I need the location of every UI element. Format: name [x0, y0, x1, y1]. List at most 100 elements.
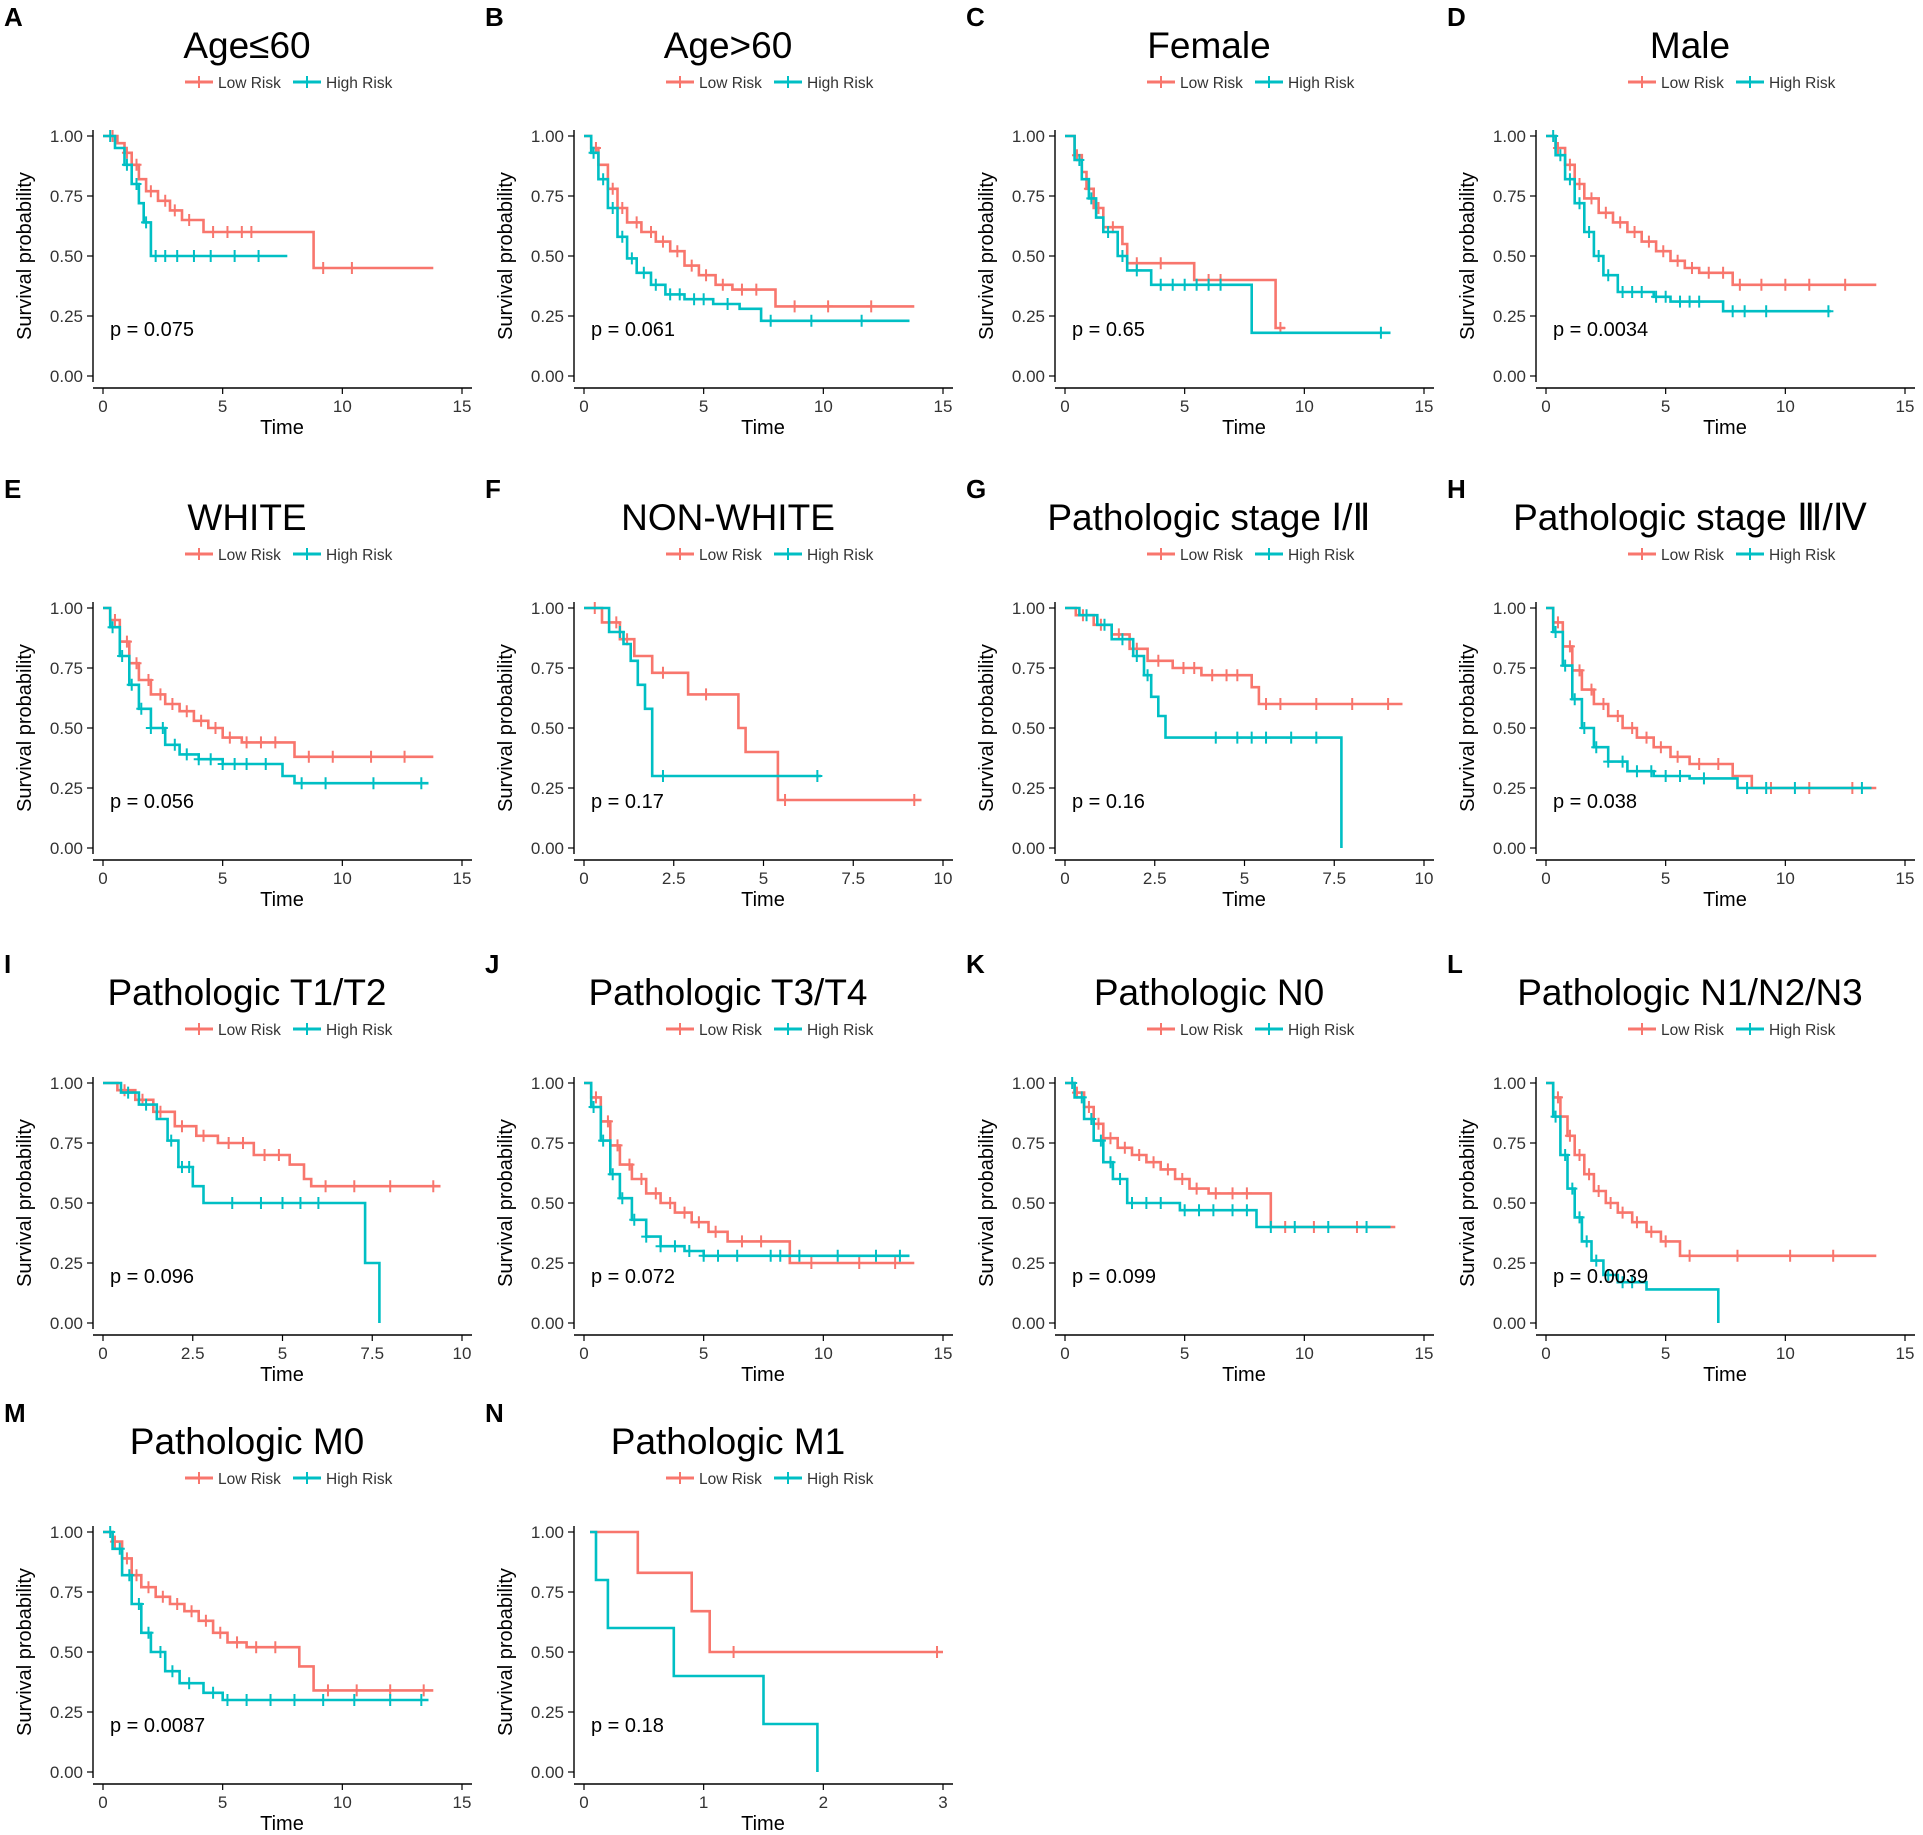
censor-mark-low-risk — [1189, 662, 1200, 674]
km-curve-high-risk — [584, 606, 821, 778]
censor-mark-high-risk — [617, 230, 628, 243]
legend: Low Risk High Risk — [1628, 547, 1836, 564]
censor-mark-low-risk — [1162, 1163, 1173, 1176]
censor-mark-low-risk — [679, 1206, 690, 1219]
y-axis-title: Survival probability — [976, 172, 998, 340]
y-tick-label: 0.00 — [531, 1314, 564, 1333]
censor-mark-low-risk — [385, 1180, 396, 1193]
censor-mark-low-risk — [418, 1684, 429, 1697]
censor-mark-low-risk — [1232, 669, 1243, 682]
censor-mark-low-risk — [215, 1626, 226, 1639]
censor-mark-high-risk — [184, 1161, 195, 1173]
censor-mark-high-risk — [205, 753, 216, 766]
censor-mark-high-risk — [318, 1694, 329, 1706]
censor-mark-high-risk — [157, 722, 168, 734]
x-axis-title: Time — [1703, 417, 1747, 439]
panel-letter: L — [1447, 949, 1463, 979]
censor-mark-low-risk — [646, 226, 657, 238]
y-tick-label: 0.00 — [1493, 1314, 1526, 1333]
legend-label-low-risk: Low Risk — [218, 547, 281, 564]
legend-label-high-risk: High Risk — [1288, 75, 1355, 92]
x-tick-label: 0 — [1060, 397, 1069, 416]
km-curve-low-risk — [584, 606, 922, 802]
censor-mark-low-risk — [327, 750, 338, 763]
censor-mark-high-risk — [1823, 305, 1834, 318]
censor-mark-low-risk — [1658, 245, 1669, 258]
x-tick-label: 3 — [938, 1793, 947, 1812]
censor-mark-low-risk — [186, 1605, 197, 1618]
censor-mark-low-risk — [636, 1173, 647, 1185]
y-tick-label: 0.75 — [531, 1583, 564, 1602]
x-axis-title: Time — [1222, 1364, 1266, 1386]
x-tick-label: 5 — [699, 1344, 708, 1363]
censor-mark-high-risk — [1739, 305, 1750, 318]
censor-mark-high-risk — [265, 1694, 276, 1706]
censor-mark-low-risk — [736, 1235, 747, 1248]
censor-mark-low-risk — [1178, 662, 1189, 674]
censor-mark-low-risk — [1631, 1216, 1642, 1229]
panel-title: Male — [1650, 25, 1730, 66]
x-tick-label: 15 — [1415, 1344, 1434, 1363]
censor-mark-low-risk — [1552, 616, 1563, 629]
censor-mark-low-risk — [346, 262, 357, 274]
km-panel-d: D Male Low Risk High Risk 0.00 0.25 0.50 0.75 1.… — [1447, 2, 1915, 439]
censor-mark-low-risk — [1615, 216, 1626, 229]
x-tick-label: 5 — [278, 1344, 287, 1363]
censor-mark-high-risk — [1675, 295, 1686, 308]
censor-mark-high-risk — [641, 1230, 652, 1243]
censor-mark-high-risk — [193, 753, 204, 766]
x-tick-label: 15 — [453, 1793, 472, 1812]
legend-label-low-risk: Low Risk — [1180, 1022, 1243, 1039]
y-tick-label: 0.25 — [1012, 779, 1045, 798]
y-tick-label: 0.25 — [50, 1254, 83, 1273]
km-curve-low-risk — [1546, 606, 1877, 790]
censor-mark-high-risk — [184, 1677, 195, 1690]
censor-mark-low-risk — [303, 750, 314, 763]
censor-mark-high-risk — [713, 1249, 724, 1262]
y-tick-label: 0.50 — [50, 1194, 83, 1213]
p-value: p = 0.18 — [591, 1715, 664, 1737]
x-axis-title: Time — [1703, 889, 1747, 911]
censor-mark-high-risk — [629, 1213, 640, 1226]
y-tick-label: 1.00 — [1012, 127, 1045, 146]
censor-mark-low-risk — [1584, 1168, 1595, 1181]
panel-letter: M — [4, 1398, 26, 1428]
censor-mark-high-risk — [870, 1249, 881, 1262]
y-tick-label: 0.75 — [50, 659, 83, 678]
censor-mark-high-risk — [295, 1197, 306, 1209]
x-tick-label: 0 — [1541, 1344, 1550, 1363]
panel-letter: D — [1447, 2, 1466, 32]
censor-mark-high-risk — [1603, 269, 1614, 282]
censor-mark-high-risk — [1155, 278, 1166, 291]
censor-mark-low-risk — [1093, 1117, 1104, 1130]
censor-mark-high-risk — [155, 1646, 166, 1658]
legend-label-high-risk: High Risk — [1769, 547, 1836, 564]
panel-letter: A — [4, 2, 23, 32]
km-curve-high-risk — [1065, 134, 1391, 335]
censor-mark-low-risk — [1119, 1141, 1130, 1154]
x-tick-label: 5 — [1661, 1344, 1670, 1363]
y-axis-title: Survival probability — [495, 644, 517, 812]
censor-mark-high-risk — [1856, 782, 1867, 794]
censor-mark-low-risk — [1221, 669, 1232, 682]
censor-mark-low-risk — [1177, 1173, 1188, 1185]
censor-mark-low-risk — [121, 1552, 132, 1565]
censor-mark-low-risk — [1210, 1187, 1221, 1200]
legend-label-high-risk: High Risk — [326, 75, 393, 92]
legend-label-low-risk: Low Risk — [1661, 75, 1724, 92]
censor-mark-high-risk — [1555, 149, 1566, 162]
y-tick-label: 0.25 — [50, 307, 83, 326]
p-value: p = 0.099 — [1072, 1266, 1156, 1288]
censor-mark-high-risk — [1241, 1204, 1252, 1217]
censor-mark-low-risk — [728, 1646, 739, 1658]
x-tick-label: 5 — [759, 869, 768, 888]
censor-mark-high-risk — [107, 621, 118, 634]
censor-mark-low-risk — [672, 245, 683, 258]
y-tick-label: 0.75 — [1012, 187, 1045, 206]
x-tick-label: 5 — [218, 1793, 227, 1812]
censor-mark-low-risk — [607, 182, 618, 195]
x-tick-label: 2 — [819, 1793, 828, 1812]
legend-label-high-risk: High Risk — [326, 1471, 393, 1488]
y-tick-label: 0.75 — [531, 659, 564, 678]
